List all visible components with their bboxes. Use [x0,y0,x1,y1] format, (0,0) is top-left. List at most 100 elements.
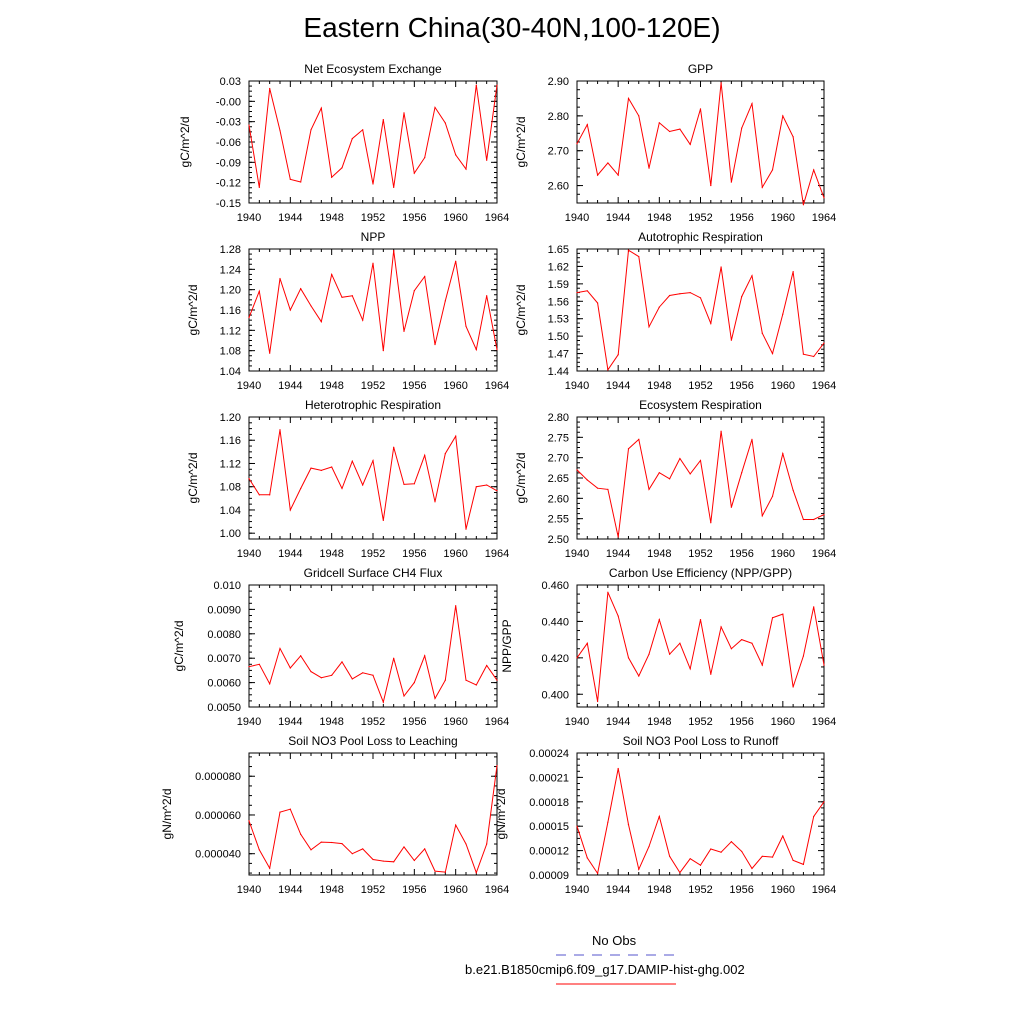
panel-title: Soil NO3 Pool Loss to Runoff [623,734,780,748]
data-point [658,815,660,818]
data-point [586,857,588,859]
data-point [351,678,353,680]
data-point [413,859,415,862]
data-point [771,495,774,497]
data-point [486,843,488,845]
x-tick-label: 1964 [812,548,836,560]
data-point [576,143,578,145]
data-point [782,835,784,837]
data-point [689,291,691,294]
data-point [771,352,774,355]
data-point [475,486,477,488]
data-point [638,438,640,440]
x-tick-label: 1944 [606,884,630,896]
x-tick-label: 1944 [606,716,630,728]
chart-panel-2: GPP gC/m^2/d 1940 1944 1948 1952 1956 1960 1964 2… [514,62,836,224]
x-tick-label: 1948 [647,716,671,728]
data-point [751,275,753,277]
data-point [434,501,436,503]
y-tick-label: 1.50 [548,331,569,343]
data-point [710,673,712,675]
y-tick-label: -0.03 [216,117,241,129]
series-line [576,82,825,205]
data-point [351,460,353,462]
data-point [362,848,364,850]
y-tick-label: 1.08 [220,346,241,358]
data-point [576,657,578,659]
data-point [320,107,322,109]
data-point [444,453,446,455]
data-point [269,352,271,354]
x-tick-label: 1948 [647,380,671,392]
data-point [679,128,681,130]
data-point [310,671,312,673]
data-point [331,466,333,468]
data-point [434,106,436,109]
data-point [730,648,732,650]
y-tick-label: 2.80 [548,412,569,424]
data-point [475,84,477,86]
x-tick-label: 1944 [606,212,630,224]
data-point [403,483,405,485]
data-point [679,871,681,874]
data-point [413,483,415,485]
data-point [351,295,353,297]
y-tick-label: 1.08 [220,482,241,494]
data-point [455,824,457,826]
figure-title: Eastern China(30-40N,100-120E) [303,12,721,43]
data-point [761,855,763,857]
x-tick-label: 1948 [319,884,343,896]
x-tick-label: 1940 [565,548,589,560]
data-point [627,657,630,659]
x-tick-label: 1952 [361,548,385,560]
y-tick-label: -0.12 [216,178,241,190]
data-point [658,618,660,621]
data-point [310,305,312,307]
chart-panel-10: Soil NO3 Pool Loss to Runoff gN/m^2/d 1940… [494,734,836,896]
data-point [444,122,446,124]
data-point [586,642,588,644]
x-tick-label: 1956 [729,380,753,392]
data-point [751,103,753,105]
y-tick-label: 0.010 [213,580,241,592]
x-tick-label: 1960 [771,380,795,392]
data-point [751,438,753,440]
data-point [751,867,753,870]
data-point [792,859,794,861]
y-tick-label: 0.0090 [207,604,241,616]
data-point [751,642,753,644]
data-point [486,484,488,486]
data-point [720,82,722,84]
x-tick-label: 1948 [319,716,343,728]
data-point [351,138,353,140]
panel-title: Gridcell Surface CH4 Flux [304,566,443,580]
x-tick-label: 1960 [771,212,795,224]
data-point [279,647,281,650]
x-tick-label: 1940 [237,380,261,392]
y-tick-label: 2.55 [548,514,569,526]
data-point [761,515,763,517]
plot-frame [576,80,825,204]
x-tick-label: 1952 [688,380,712,392]
data-point [258,849,260,851]
data-point [300,487,302,490]
data-point [813,815,815,818]
data-point [331,674,333,676]
data-point [248,317,250,319]
data-point [576,825,578,827]
y-tick-label: 1.12 [220,325,241,337]
y-tick-label: 0.00024 [529,748,569,760]
y-tick-label: 1.04 [220,505,241,517]
data-point [351,853,353,855]
data-point [596,174,599,176]
data-point [669,478,671,480]
series-line [576,592,825,702]
data-point [496,349,498,351]
data-point [596,872,599,874]
data-point [679,457,681,460]
data-point [813,606,815,608]
data-point [248,477,250,480]
data-point [720,430,722,432]
data-point [465,528,467,530]
series-line [248,85,498,188]
